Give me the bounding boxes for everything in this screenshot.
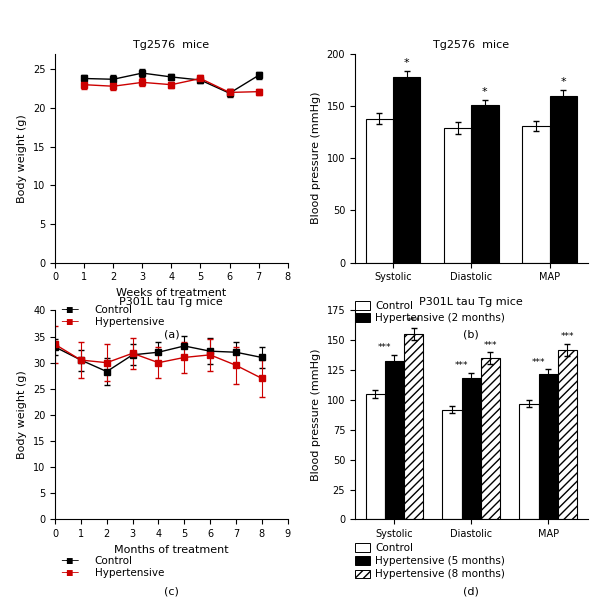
Y-axis label: Body weight (g): Body weight (g) <box>17 371 28 459</box>
Title: P301L tau Tg mice: P301L tau Tg mice <box>119 297 223 307</box>
Text: Control: Control <box>375 543 413 553</box>
Bar <box>393 77 420 263</box>
Text: (d): (d) <box>463 586 479 596</box>
Text: Hypertensive (2 months): Hypertensive (2 months) <box>375 313 505 323</box>
Text: ─■─: ─■─ <box>61 306 79 315</box>
Text: ***: *** <box>407 317 420 326</box>
Bar <box>404 334 423 519</box>
Bar <box>365 394 385 519</box>
X-axis label: Months of treatment: Months of treatment <box>114 544 229 555</box>
Text: Control: Control <box>95 306 133 315</box>
Text: Control: Control <box>95 556 133 566</box>
Bar <box>385 361 404 519</box>
Text: ─■─: ─■─ <box>61 568 79 578</box>
Bar <box>444 128 471 263</box>
Bar <box>558 350 577 519</box>
Text: *: * <box>561 77 566 87</box>
Title: P301L tau Tg mice: P301L tau Tg mice <box>419 297 523 307</box>
Y-axis label: Blood pressure (mmHg): Blood pressure (mmHg) <box>311 92 321 224</box>
Bar <box>442 410 461 519</box>
Text: *: * <box>404 59 409 68</box>
Text: ***: *** <box>532 358 545 367</box>
Text: (a): (a) <box>163 330 179 339</box>
Text: ***: *** <box>455 361 468 370</box>
Text: *: * <box>482 87 488 97</box>
Text: ─■─: ─■─ <box>61 556 79 566</box>
Text: Control: Control <box>375 301 413 311</box>
Bar <box>481 358 500 519</box>
Text: Hypertensive: Hypertensive <box>95 318 164 327</box>
Y-axis label: Blood pressure (mmHg): Blood pressure (mmHg) <box>311 349 321 481</box>
Y-axis label: Body weight (g): Body weight (g) <box>17 114 28 202</box>
Text: ***: *** <box>378 343 392 352</box>
Bar <box>520 404 539 519</box>
Title: Tg2576  mice: Tg2576 mice <box>133 40 209 50</box>
Text: Hypertensive: Hypertensive <box>95 568 164 578</box>
Text: ─■─: ─■─ <box>61 318 79 327</box>
Bar <box>461 378 481 519</box>
Bar <box>550 96 577 263</box>
Text: (b): (b) <box>463 330 479 339</box>
Bar <box>365 118 393 263</box>
Bar <box>471 105 499 263</box>
Text: (c): (c) <box>164 586 179 596</box>
Text: Hypertensive (8 months): Hypertensive (8 months) <box>375 570 505 579</box>
Bar <box>522 126 550 263</box>
Bar <box>539 374 558 519</box>
Text: ***: *** <box>561 333 574 341</box>
Title: Tg2576  mice: Tg2576 mice <box>433 40 509 50</box>
X-axis label: Weeks of treatment: Weeks of treatment <box>116 288 226 298</box>
Text: Hypertensive (5 months): Hypertensive (5 months) <box>375 556 505 566</box>
Text: ***: *** <box>483 341 497 350</box>
